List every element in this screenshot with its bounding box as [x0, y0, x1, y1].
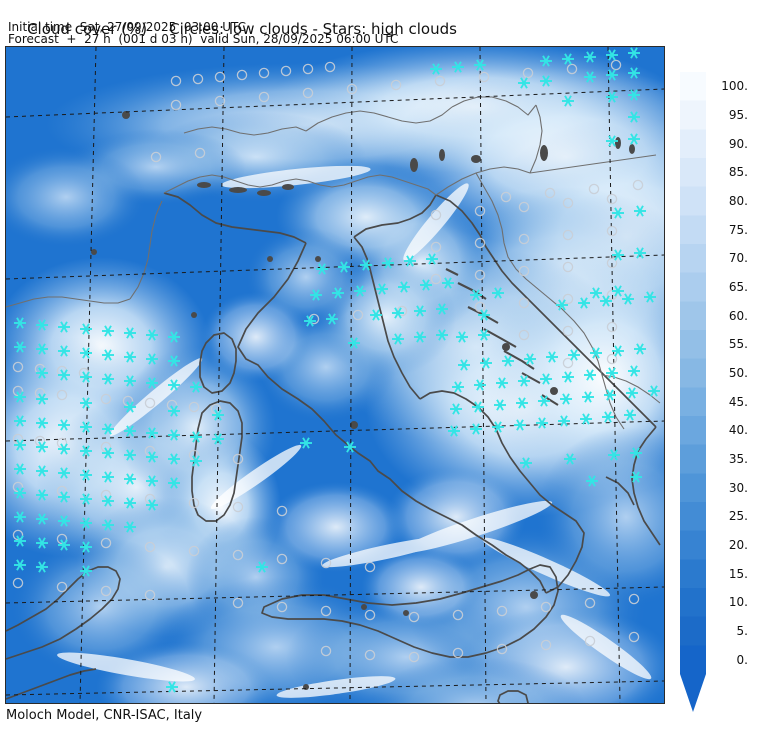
colorbar-tick-0: 0.: [736, 652, 748, 667]
colorbar-tick-70: 70.: [728, 251, 748, 266]
lakes-and-terrain: [91, 111, 635, 690]
colorbar-tick-30: 30.: [728, 480, 748, 495]
colorbar-tick-40: 40.: [728, 423, 748, 438]
colorbar-tick-60: 60.: [728, 308, 748, 323]
model-attribution: Moloch Model, CNR-ISAC, Italy: [6, 708, 203, 723]
colorbar-tick-15: 15.: [728, 566, 748, 581]
colorbar-tick-20: 20.: [728, 538, 748, 552]
initial-time-label: Initial time Sat, 27/09/2025 03:00 UTC: [8, 20, 247, 34]
colorbar-tick-95: 95.: [728, 108, 748, 122]
colorbar-tick-90: 90.: [728, 136, 748, 151]
colorbar: [680, 72, 706, 712]
chart-header: Cloud cover (%) Circles: low clouds - Sta…: [0, 0, 760, 46]
forecast-valid-label: Forecast + 27 h (001 d 03 h) valid Sun, …: [8, 32, 399, 46]
map-panel[interactable]: [5, 46, 665, 704]
colorbar-tick-75: 75.: [728, 222, 748, 237]
cloud-cover-map[interactable]: [6, 47, 664, 703]
colorbar-tick-10: 10.: [728, 595, 748, 610]
colorbar-tick-25: 25.: [728, 509, 748, 524]
symbol-legend-note: Circles: low clouds - Stars: high clouds: [169, 20, 457, 38]
colorbar-tick-55: 55.: [728, 337, 748, 352]
colorbar-tick-65: 65.: [728, 280, 748, 294]
graticule: [6, 47, 664, 703]
coastlines: [6, 192, 661, 703]
title-row: Cloud cover (%) Circles: low clouds - Sta…: [8, 4, 457, 55]
colorbar-tick-35: 35.: [728, 452, 748, 466]
page-title: Cloud cover (%): [27, 20, 148, 38]
colorbar-tick-80: 80.: [728, 194, 748, 208]
colorbar-tick-100: 100.: [721, 79, 748, 94]
cloud-cover-field: [6, 47, 664, 703]
colorbar-tick-labels: 100. 95. 90. 85. 80. 75. 70. 65. 60. 55. 50. 45. 40.…: [706, 72, 754, 684]
colorbar-tick-85: 85.: [728, 165, 748, 180]
colorbar-extend-arrow: [680, 674, 706, 712]
country-borders: [6, 96, 661, 430]
colorbar-tick-45: 45.: [728, 394, 748, 409]
colorbar-tick-50: 50.: [728, 366, 748, 380]
colorbar-gradient: [680, 72, 706, 674]
colorbar-tick-5: 5.: [736, 624, 748, 638]
